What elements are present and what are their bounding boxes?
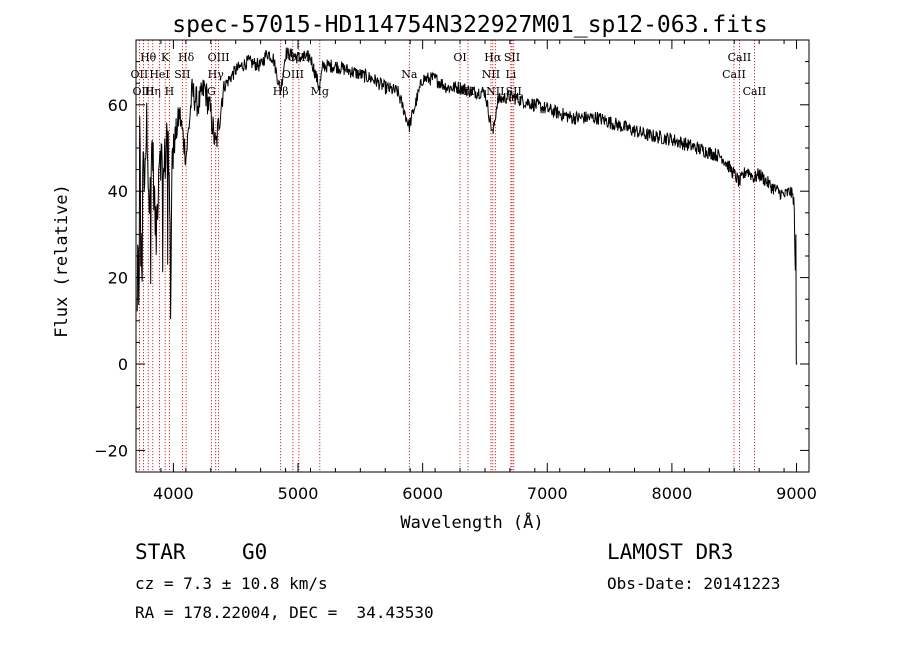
x-tick-label: 6000 <box>402 484 443 503</box>
coordinates: RA = 178.22004, DEC = 34.43530 <box>135 603 434 622</box>
spectral-line-label: Hδ <box>178 51 195 64</box>
spectral-line-label: G <box>207 85 216 98</box>
spectral-line-label: K <box>161 51 170 64</box>
x-tick-label: 8000 <box>652 484 693 503</box>
x-tick-label: 7000 <box>527 484 568 503</box>
survey-name: LAMOST DR3 <box>607 540 734 564</box>
spectral-line-label: CaII <box>722 68 746 81</box>
spectral-line-label: Mg <box>311 85 329 98</box>
flux-line <box>136 47 798 365</box>
spectral-line-label: CaII <box>728 51 752 64</box>
spectral-line-label: OIII <box>132 85 154 98</box>
y-axis-label: Flux (relative) <box>52 184 72 338</box>
y-tick-label: 40 <box>108 182 128 201</box>
spectral-line-label: SII <box>504 51 520 64</box>
axis-ticks: 4000 5000 6000 7000 8000 9000 −20 0 20 40 60 <box>94 39 817 503</box>
spectral-line-label: NII <box>482 68 500 81</box>
spectral-line-label: OIII <box>208 51 230 64</box>
spectral-line-label: CaII <box>743 85 767 98</box>
object-subclass: G0 <box>242 540 268 564</box>
redshift-cz: cz = 7.3 ± 10.8 km/s <box>135 574 328 593</box>
observation-date: Obs-Date: 20141223 <box>607 574 781 593</box>
x-axis-label: Wavelength (Å) <box>400 511 543 533</box>
chart-title: spec-57015-HD114754N322927M01_sp12-063.f… <box>172 12 767 38</box>
spectral-line-label: Na <box>401 68 418 81</box>
spectral-line-label: SII <box>174 68 190 81</box>
y-tick-label: 0 <box>118 355 128 374</box>
spectral-line-label: OI <box>453 51 466 64</box>
x-tick-label: 5000 <box>278 484 319 503</box>
plot-frame <box>135 39 810 473</box>
spectral-line-label: OIII <box>282 68 304 81</box>
spectral-line-label: Li <box>505 68 516 81</box>
spectral-line-label: H <box>165 85 175 98</box>
y-tick-label: 60 <box>108 96 128 115</box>
y-tick-label: 20 <box>108 269 128 288</box>
object-class: STAR <box>135 540 186 564</box>
spectral-line-label: NII <box>486 85 504 98</box>
spectrum-series <box>136 47 798 365</box>
spectral-line-label: Hη <box>145 85 161 98</box>
spectral-line-label: OII <box>131 68 149 81</box>
x-tick-label: 4000 <box>153 484 194 503</box>
y-tick-label: −20 <box>94 441 128 460</box>
spectral-line-label: Hγ <box>208 68 225 81</box>
spectral-line-label: Hθ <box>140 51 157 64</box>
spectral-line-label: HeI <box>149 68 169 81</box>
x-tick-label: 9000 <box>776 484 817 503</box>
spectral-line-label: Hα <box>484 51 502 64</box>
